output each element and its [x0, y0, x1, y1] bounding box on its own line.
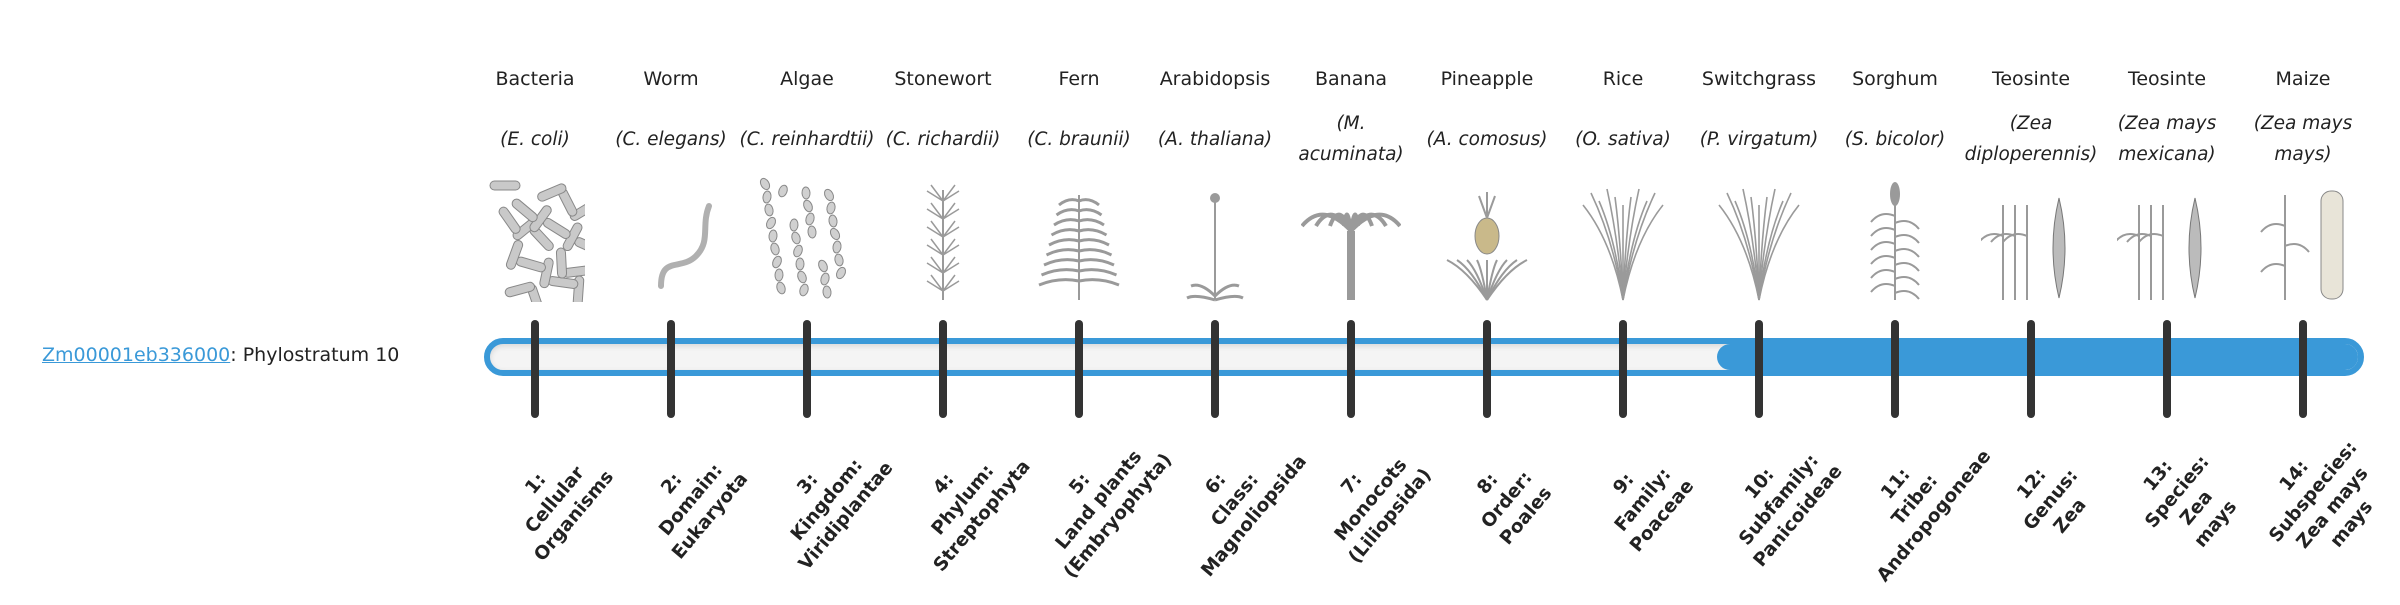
phylostratum-tick-5	[1075, 320, 1083, 418]
organism-scientific-name: (O. sativa)	[1555, 106, 1691, 172]
organism-common-name: Switchgrass	[1701, 68, 1817, 90]
gene-phylostratum-label: Zm00001eb336000: Phylostratum 10	[42, 340, 399, 370]
phylostratum-tick-8	[1483, 320, 1491, 418]
phylostratum-tick-2	[667, 320, 675, 418]
scientific-name-text: (A. comosus)	[1426, 128, 1548, 150]
organism-common-name: Teosinte	[1991, 68, 2071, 90]
phylostratum-bar	[484, 338, 2364, 376]
fern-illustration-icon	[1029, 176, 1129, 302]
organism-scientific-name: (Zea mays mexicana)	[2099, 106, 2235, 172]
scientific-name-text: (C. reinhardtii)	[739, 128, 875, 150]
switchgrass-illustration-icon	[1709, 176, 1809, 302]
gene-id-link[interactable]: Zm00001eb336000	[42, 344, 231, 366]
organism-common-name: Algae	[780, 68, 834, 90]
phylostratum-rank-label: 3: Kingdom: Viridiplantae	[737, 403, 917, 597]
organism-scientific-name: (A. thaliana)	[1147, 106, 1283, 172]
phylostratum-rank-label: 9: Family: Poaceae	[1553, 403, 1733, 597]
phylostratum-rank-label: 6: Class: Magnoliopsida	[1145, 403, 1325, 597]
scientific-name-text: (Zea mays mays)	[2253, 113, 2353, 165]
scientific-name-text: (E. coli)	[500, 128, 570, 150]
phylostratum-tick-1	[531, 320, 539, 418]
phylostratum-rank-label: 5: Land plants (Embryophyta)	[1009, 403, 1189, 597]
scientific-name-text: (Zea mays mexicana)	[2117, 113, 2217, 165]
phylostratum-tick-7	[1347, 320, 1355, 418]
organism-scientific-name: (C. reinhardtii)	[739, 106, 875, 172]
teosinte-illustration-icon	[1978, 176, 2081, 302]
scientific-name-text: (S. bicolor)	[1844, 128, 1946, 150]
bacteria-illustration-icon	[485, 176, 604, 315]
pineapple-illustration-icon	[1437, 176, 1537, 302]
phylostratum-tick-12	[2027, 320, 2035, 418]
organism-scientific-name: (Zea mays mays)	[2235, 106, 2371, 172]
phylostratum-rank-label: 11: Tribe: Andropogoneae	[1825, 403, 2005, 597]
banana-illustration-icon	[1300, 176, 1402, 302]
organism-common-name: Teosinte	[2127, 68, 2207, 90]
phylostratum-tick-6	[1211, 320, 1219, 418]
scientific-name-text: (A. thaliana)	[1157, 128, 1273, 150]
arabidopsis-illustration-icon	[1165, 176, 1265, 302]
rice-illustration-icon	[1573, 176, 1673, 302]
worm-illustration-icon	[621, 176, 721, 302]
teosinte-illustration-icon	[2114, 176, 2217, 302]
scientific-name-text: (C. braunii)	[1027, 128, 1131, 150]
phylostratum-rank-label: 7: Monocots (Liliopsida)	[1281, 403, 1461, 597]
organism-scientific-name: (E. coli)	[467, 106, 603, 172]
phylostratum-rank-label: 12: Genus: Zea	[1961, 403, 2141, 597]
organism-scientific-name: (S. bicolor)	[1827, 106, 1963, 172]
phylostratum-text: Phylostratum 10	[242, 344, 400, 366]
phylostratum-rank-label: 2: Domain: Eukaryota	[601, 403, 781, 597]
scientific-name-text: (P. virgatum)	[1699, 128, 1819, 150]
phylostratum-tick-10	[1755, 320, 1763, 418]
scientific-name-text: (C. richardii)	[885, 128, 1001, 150]
phylostratum-rank-label: 10: Subfamily: Panicoideae	[1689, 403, 1869, 597]
algae-illustration-icon	[757, 176, 857, 302]
phylostratum-tick-4	[939, 320, 947, 418]
phylostratum-rank-label: 4: Phylum: Streptophyta	[873, 403, 1053, 597]
gene-separator: :	[230, 344, 237, 366]
phylostratum-rank-label: 1: Cellular Organisms	[465, 403, 645, 597]
scientific-name-text: (M. acuminata)	[1298, 113, 1404, 165]
organism-common-name: Bacteria	[495, 68, 575, 90]
organism-scientific-name: (P. virgatum)	[1691, 106, 1827, 172]
sorghum-illustration-icon	[1845, 176, 1945, 302]
phylostratum-tick-9	[1619, 320, 1627, 418]
phylostratum-tick-14	[2299, 320, 2307, 418]
organism-common-name: Maize	[2275, 68, 2331, 90]
organism-common-name: Sorghum	[1852, 68, 1938, 90]
organism-scientific-name: (A. comosus)	[1419, 106, 1555, 172]
organism-common-name: Banana	[1314, 68, 1388, 90]
organism-common-name: Worm	[643, 68, 699, 90]
phylostratum-tick-11	[1891, 320, 1899, 418]
organism-scientific-name: (C. richardii)	[875, 106, 1011, 172]
organism-common-name: Stonewort	[894, 68, 992, 90]
scientific-name-text: (O. sativa)	[1575, 128, 1671, 150]
organism-common-name: Fern	[1058, 68, 1100, 90]
scientific-name-text: (Zea diploperennis)	[1964, 113, 2098, 165]
organism-scientific-name: (M. acuminata)	[1283, 106, 1419, 172]
organism-common-name: Arabidopsis	[1159, 68, 1271, 90]
scientific-name-text: (C. elegans)	[615, 128, 727, 150]
organism-scientific-name: (C. elegans)	[603, 106, 739, 172]
organism-common-name: Pineapple	[1440, 68, 1534, 90]
phylostratum-tick-3	[803, 320, 811, 418]
phylostratum-rank-label: 8: Order: Poales	[1417, 403, 1597, 597]
organism-common-name: Rice	[1602, 68, 1644, 90]
organism-scientific-name: (Zea diploperennis)	[1963, 106, 2099, 172]
phylostratum-tick-13	[2163, 320, 2171, 418]
organism-scientific-name: (C. braunii)	[1011, 106, 1147, 172]
maize-illustration-icon	[2253, 176, 2353, 302]
stonewort-illustration-icon	[893, 176, 993, 302]
phylostratum-bar-fill	[1717, 344, 2358, 370]
